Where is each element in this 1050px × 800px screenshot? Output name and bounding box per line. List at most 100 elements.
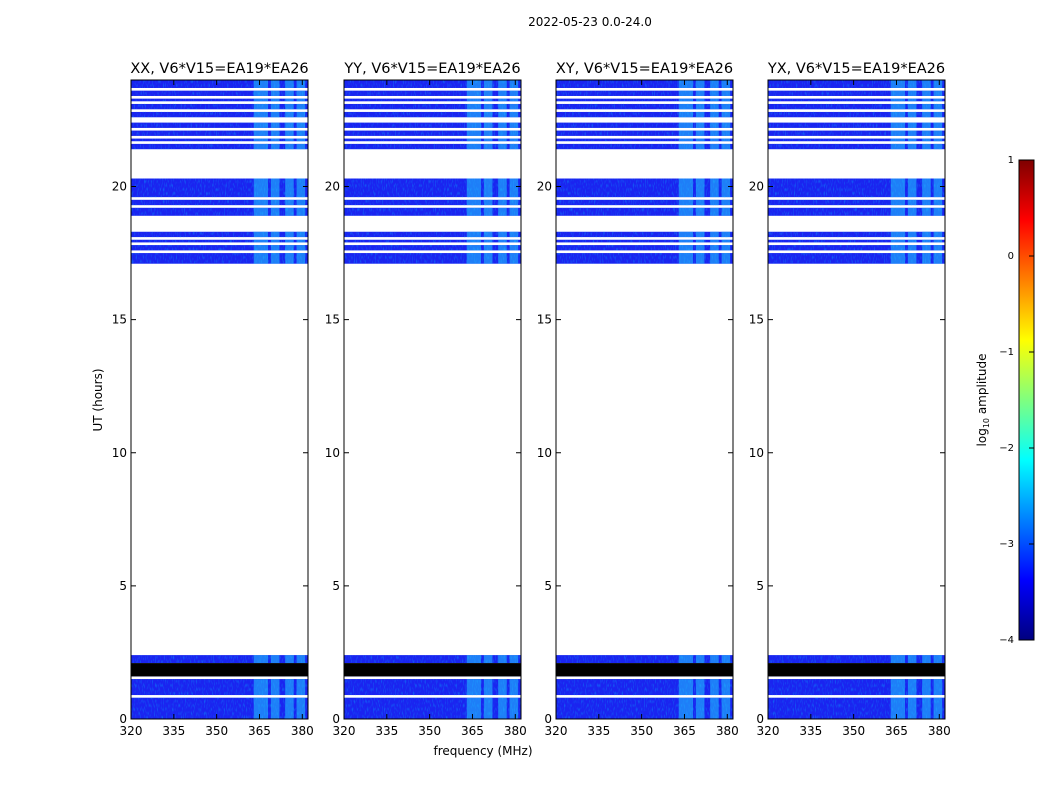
rfi-band [253, 655, 269, 664]
rfi-band [253, 130, 269, 136]
panel-frame [767, 79, 946, 720]
data-block-noise [556, 111, 733, 118]
rfi-band [710, 122, 719, 128]
x-tick-label: 320 [120, 724, 143, 738]
rfi-band [498, 111, 507, 118]
rfi-band [285, 122, 294, 128]
colorbar-tick-label: −2 [999, 443, 1014, 454]
x-tick-label: 320 [333, 724, 356, 738]
rfi-band [678, 138, 694, 142]
rfi-band [933, 178, 943, 198]
rfi-band [922, 655, 931, 664]
rfi-band [907, 199, 917, 206]
rfi-band [285, 245, 294, 251]
rfi-band [890, 245, 906, 251]
data-block-noise [768, 178, 945, 198]
data-block-noise [131, 207, 308, 216]
data-block-noise [344, 655, 521, 664]
rfi-band [509, 143, 519, 150]
rfi-band [890, 98, 906, 102]
rfi-band [466, 122, 482, 128]
rfi-band [509, 239, 519, 243]
rfi-band [296, 130, 306, 136]
rfi-band [695, 207, 705, 216]
rfi-band [933, 143, 943, 150]
rfi-band [721, 245, 731, 251]
y-tick-label: 10 [112, 446, 127, 460]
rfi-band [285, 111, 294, 118]
rfi-band [466, 697, 482, 719]
data-block-noise [768, 231, 945, 238]
rfi-band [285, 138, 294, 142]
y-tick-label: 15 [112, 313, 127, 327]
rfi-band [509, 130, 519, 136]
rfi-band [509, 138, 519, 142]
rfi-band [922, 143, 931, 150]
rfi-band [890, 207, 906, 216]
rfi-band [695, 103, 705, 110]
rfi-band [253, 679, 269, 696]
rfi-band [890, 239, 906, 243]
panels: XX, V6*V15=EA19*EA26 320 335 350 365 380 0 5 10 1… [112, 61, 951, 738]
rfi-band [253, 90, 269, 96]
rfi-band [907, 697, 917, 719]
rfi-band [296, 122, 306, 128]
rfi-band [933, 122, 943, 128]
rfi-band [890, 178, 906, 198]
data-block-noise [556, 103, 733, 110]
y-tick-label: 15 [749, 313, 764, 327]
rfi-band [678, 178, 694, 198]
data-block-noise [131, 138, 308, 142]
colorbar-label: log10 amplitude [975, 354, 991, 447]
rfi-band [933, 253, 943, 264]
data-block-noise [131, 239, 308, 243]
rfi-band [678, 199, 694, 206]
colorbar-tick-label: 0 [1008, 251, 1014, 262]
rfi-band [922, 207, 931, 216]
rfi-band [270, 98, 280, 102]
rfi-band [498, 103, 507, 110]
rfi-band [721, 199, 731, 206]
rfi-band [270, 90, 280, 96]
rfi-band [466, 178, 482, 198]
rfi-band [509, 199, 519, 206]
rfi-band [483, 143, 493, 150]
rfi-band [483, 98, 493, 102]
rfi-band [695, 231, 705, 238]
rfi-band [253, 143, 269, 150]
rfi-band [710, 130, 719, 136]
rfi-band [890, 143, 906, 150]
rfi-band [721, 697, 731, 719]
data-block-noise [556, 245, 733, 251]
rfi-band [890, 138, 906, 142]
data-block-noise [556, 98, 733, 102]
rfi-band [721, 679, 731, 696]
rfi-band [695, 80, 705, 88]
rfi-band [270, 655, 280, 664]
rfi-band [509, 178, 519, 198]
rfi-band [253, 138, 269, 142]
rfi-band [270, 178, 280, 198]
rfi-band [922, 80, 931, 88]
data-block-noise [768, 697, 945, 719]
rfi-band [483, 199, 493, 206]
rfi-band [483, 138, 493, 142]
rfi-band [296, 178, 306, 198]
rfi-band [721, 253, 731, 264]
rfi-band [285, 679, 294, 696]
data-block-noise [344, 90, 521, 96]
rfi-band [890, 199, 906, 206]
rfi-band [285, 231, 294, 238]
rfi-band [710, 199, 719, 206]
data-block-noise [556, 130, 733, 136]
flagged-block [768, 663, 945, 677]
rfi-band [922, 130, 931, 136]
rfi-band [296, 80, 306, 88]
rfi-band [933, 103, 943, 110]
data-block-noise [556, 655, 733, 664]
rfi-band [710, 90, 719, 96]
rfi-band [721, 98, 731, 102]
rfi-band [922, 98, 931, 102]
rfi-band [466, 245, 482, 251]
rfi-band [253, 178, 269, 198]
